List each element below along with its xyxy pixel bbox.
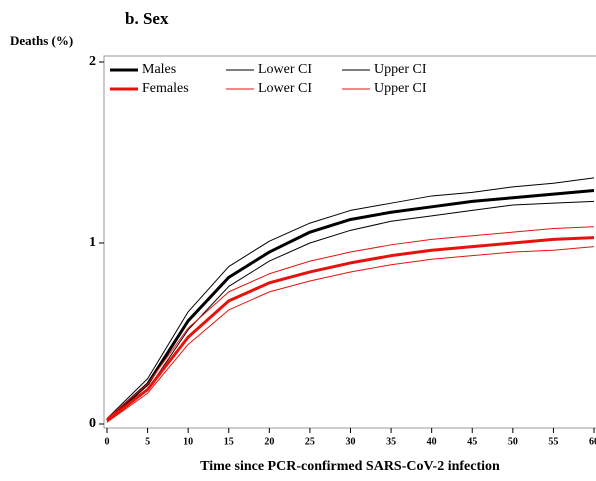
y-axis-label: Deaths (%) (10, 33, 73, 48)
x-tick-label: 35 (386, 436, 396, 447)
y-tick-label: 0 (89, 416, 96, 431)
x-tick-label: 60 (589, 436, 596, 447)
x-tick-label: 15 (224, 436, 234, 447)
series-line (106, 200, 595, 423)
series-line (106, 189, 595, 422)
x-tick-label: 5 (145, 436, 150, 447)
series-line (106, 246, 595, 423)
y-tick-label: 1 (89, 235, 96, 250)
x-tick-label: 0 (105, 436, 110, 447)
x-tick-label: 10 (183, 436, 193, 447)
x-tick-label: 25 (305, 436, 315, 447)
x-tick-label: 30 (346, 436, 356, 447)
series-line (106, 236, 595, 422)
legend-label: Upper CI (374, 81, 427, 96)
legend-label: Females (142, 81, 189, 96)
y-tick-label: 2 (89, 54, 96, 69)
legend-label: Lower CI (258, 62, 312, 77)
x-axis-label: Time since PCR-confirmed SARS-CoV-2 infe… (200, 459, 500, 474)
plot-frame (103, 55, 596, 429)
legend-label: Upper CI (374, 62, 427, 77)
x-tick-label: 40 (427, 436, 437, 447)
legend-label: Males (142, 62, 176, 77)
x-tick-label: 20 (264, 436, 274, 447)
series-line (106, 177, 595, 419)
x-tick-label: 50 (508, 436, 518, 447)
x-tick-label: 45 (467, 436, 477, 447)
series-line (106, 226, 595, 419)
legend-label: Lower CI (258, 81, 312, 96)
x-tick-label: 55 (548, 436, 558, 447)
chart-title: b. Sex (125, 9, 169, 28)
